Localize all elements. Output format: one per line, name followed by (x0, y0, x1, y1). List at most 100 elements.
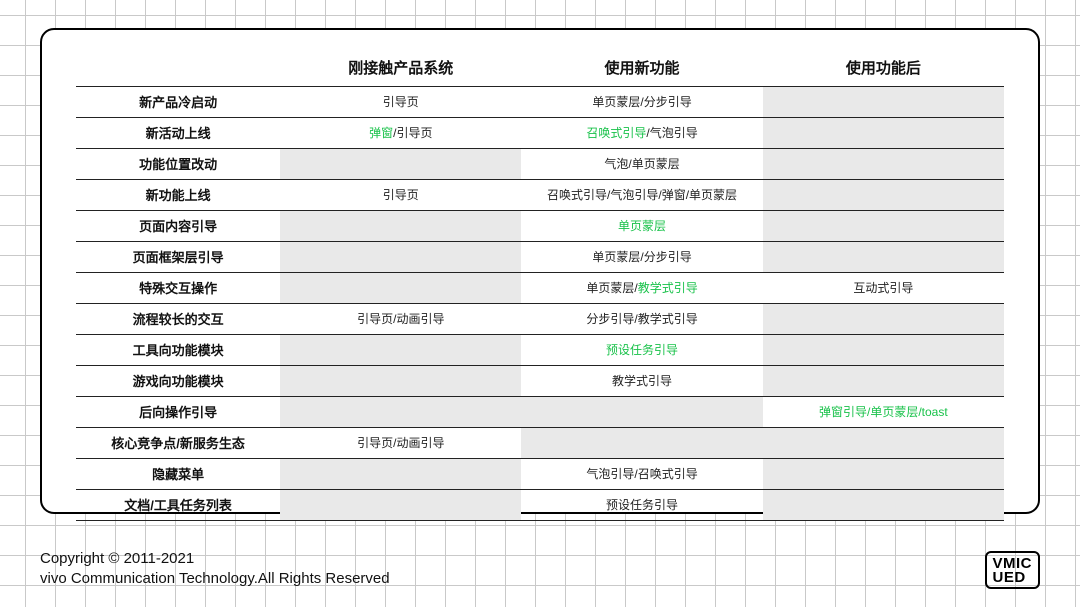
table-cell (280, 210, 521, 241)
table-cell: 召唤式引导/气泡引导 (521, 117, 762, 148)
table-cell: 召唤式引导/气泡引导/弹窗/单页蒙层 (521, 179, 762, 210)
copyright-line1: Copyright © 2011-2021 (40, 549, 390, 569)
table-cell: 引导页/动画引导 (280, 303, 521, 334)
table-row: 新活动上线弹窗/引导页召唤式引导/气泡引导 (76, 117, 1004, 148)
row-label: 页面内容引导 (76, 210, 280, 241)
table-cell (280, 272, 521, 303)
cell-text: /引导页 (393, 126, 432, 140)
table-cell (521, 396, 762, 427)
table-cell (280, 365, 521, 396)
table-cell: 单页蒙层/教学式引导 (521, 272, 762, 303)
table-row: 新产品冷启动引导页单页蒙层/分步引导 (76, 86, 1004, 117)
table-cell (763, 86, 1004, 117)
cell-text: 引导页 (383, 95, 419, 109)
table-cell (763, 148, 1004, 179)
row-label: 功能位置改动 (76, 148, 280, 179)
cell-text: 单页蒙层/分步引导 (592, 250, 691, 264)
row-label: 隐藏菜单 (76, 458, 280, 489)
table-row: 新功能上线 引导页 召唤式引导/气泡引导/弹窗/单页蒙层 (76, 179, 1004, 210)
table-row: 流程较长的交互 引导页/动画引导 分步引导/教学式引导 (76, 303, 1004, 334)
row-label: 后向操作引导 (76, 396, 280, 427)
table-cell: 引导页/动画引导 (280, 427, 521, 458)
table-cell (521, 427, 762, 458)
col-header-1: 刚接触产品系统 (280, 50, 521, 86)
table-cell: 互动式引导 (763, 272, 1004, 303)
table-cell: 单页蒙层/分步引导 (521, 241, 762, 272)
table-row: 页面内容引导 单页蒙层 (76, 210, 1004, 241)
cell-text: 单页蒙层/分步引导 (592, 95, 691, 109)
table-cell: 引导页 (280, 179, 521, 210)
col-header-3: 使用功能后 (763, 50, 1004, 86)
table-cell: 教学式引导 (521, 365, 762, 396)
row-label: 文档/工具任务列表 (76, 489, 280, 520)
table-cell (280, 396, 521, 427)
table-cell: 气泡/单页蒙层 (521, 148, 762, 179)
table-cell: 气泡引导/召唤式引导 (521, 458, 762, 489)
table-cell: 预设任务引导 (521, 489, 762, 520)
copyright-line2: vivo Communication Technology.All Rights… (40, 569, 390, 589)
table-cell (763, 334, 1004, 365)
table-card: 刚接触产品系统 使用新功能 使用功能后 新产品冷启动引导页单页蒙层/分步引导新活… (40, 28, 1040, 514)
table-cell: 单页蒙层/分步引导 (521, 86, 762, 117)
table-row: 文档/工具任务列表 预设任务引导 (76, 489, 1004, 520)
table-cell (280, 241, 521, 272)
table-row: 特殊交互操作单页蒙层/教学式引导互动式引导 (76, 272, 1004, 303)
table-cell: 引导页 (280, 86, 521, 117)
col-header-2: 使用新功能 (521, 50, 762, 86)
table-cell (763, 241, 1004, 272)
accent-text: 教学式引导 (638, 281, 698, 295)
table-cell: 弹窗引导/单页蒙层/toast (763, 396, 1004, 427)
table-cell: 弹窗/引导页 (280, 117, 521, 148)
row-label: 核心竞争点/新服务生态 (76, 427, 280, 458)
table-row: 功能位置改动 气泡/单页蒙层 (76, 148, 1004, 179)
row-label: 新活动上线 (76, 117, 280, 148)
table-cell (280, 334, 521, 365)
table-cell (763, 117, 1004, 148)
accent-text: 召唤式引导 (586, 126, 646, 140)
row-label: 工具向功能模块 (76, 334, 280, 365)
table-cell: 分步引导/教学式引导 (521, 303, 762, 334)
row-label: 新功能上线 (76, 179, 280, 210)
table-cell (280, 458, 521, 489)
vmic-ued-logo: VMIC UED (985, 551, 1041, 590)
table-row: 工具向功能模块 预设任务引导 (76, 334, 1004, 365)
cell-text: 分步引导/教学式引导 (586, 312, 697, 326)
cell-text: /气泡引导 (646, 126, 697, 140)
table-cell (280, 489, 521, 520)
table-row: 隐藏菜单 气泡引导/召唤式引导 (76, 458, 1004, 489)
table-cell: 预设任务引导 (521, 334, 762, 365)
guidance-table: 刚接触产品系统 使用新功能 使用功能后 新产品冷启动引导页单页蒙层/分步引导新活… (76, 50, 1004, 521)
table-cell (763, 365, 1004, 396)
table-row: 后向操作引导 弹窗引导/单页蒙层/toast (76, 396, 1004, 427)
table-row: 页面框架层引导 单页蒙层/分步引导 (76, 241, 1004, 272)
table-cell (763, 427, 1004, 458)
table-header-row: 刚接触产品系统 使用新功能 使用功能后 (76, 50, 1004, 86)
row-label: 游戏向功能模块 (76, 365, 280, 396)
table-cell (763, 303, 1004, 334)
table-cell (763, 210, 1004, 241)
cell-text: 互动式引导 (853, 281, 913, 295)
table-cell (280, 148, 521, 179)
cell-text: 引导页 (383, 188, 419, 202)
row-label: 流程较长的交互 (76, 303, 280, 334)
cell-text: 预设任务引导 (606, 498, 678, 512)
accent-text: 预设任务引导 (606, 343, 678, 357)
cell-text: 教学式引导 (612, 374, 672, 388)
col-header-blank (76, 50, 280, 86)
accent-text: 弹窗 (369, 126, 393, 140)
copyright-footer: Copyright © 2011-2021 vivo Communication… (40, 549, 390, 590)
accent-text: 弹窗引导/单页蒙层/toast (819, 405, 948, 419)
table-row: 游戏向功能模块 教学式引导 (76, 365, 1004, 396)
table-cell (763, 458, 1004, 489)
table-cell (763, 179, 1004, 210)
row-label: 页面框架层引导 (76, 241, 280, 272)
cell-text: 召唤式引导/气泡引导/弹窗/单页蒙层 (547, 188, 737, 202)
accent-text: 单页蒙层 (618, 219, 666, 233)
table-cell: 单页蒙层 (521, 210, 762, 241)
cell-text: 引导页/动画引导 (357, 436, 444, 450)
logo-line2: UED (993, 571, 1033, 585)
cell-text: 引导页/动画引导 (357, 312, 444, 326)
table-cell (763, 489, 1004, 520)
table-row: 核心竞争点/新服务生态 引导页/动画引导 (76, 427, 1004, 458)
cell-text: 气泡引导/召唤式引导 (586, 467, 697, 481)
